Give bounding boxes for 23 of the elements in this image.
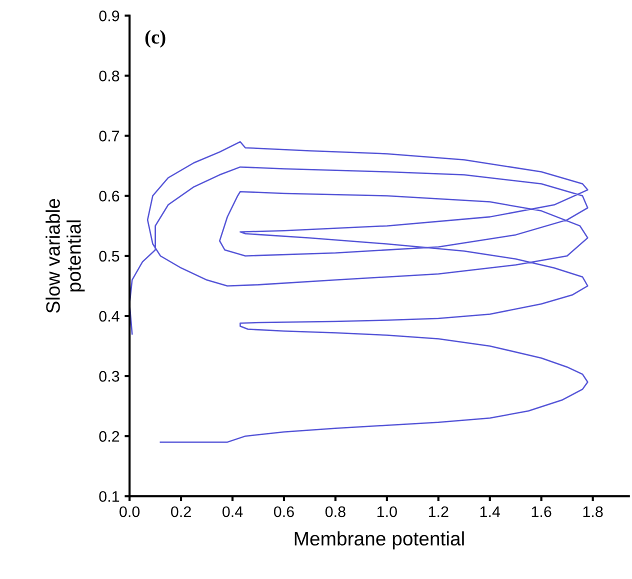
y-tick-label: 0.6: [99, 190, 120, 202]
y-tick-label: 0.5: [99, 250, 120, 262]
x-tick-label: 0.2: [171, 506, 191, 518]
y-tick-label: 0.8: [99, 70, 120, 82]
y-tick-label: 0.2: [99, 431, 120, 442]
y-tick-label: 0.7: [99, 130, 120, 142]
y-tick-label: 0.3: [99, 370, 120, 382]
x-tick-label: 1.0: [377, 506, 397, 518]
x-tick-label: 0.8: [325, 506, 346, 518]
y-tick-label: 0.4: [99, 310, 120, 322]
x-tick-label: 1.8: [583, 506, 603, 518]
x-tick-label: 1.6: [532, 506, 552, 518]
x-tick-label: 1.2: [428, 506, 448, 517]
annotation: (c): [145, 30, 166, 48]
x-axis-title: Membrane potential: [294, 531, 464, 550]
x-tick-label: 0.6: [274, 506, 294, 518]
x-tick-label: 0.0: [120, 506, 140, 518]
x-tick-label: 1.4: [480, 506, 500, 517]
line-series: [130, 141, 588, 443]
x-tick-label: 0.4: [222, 506, 243, 518]
y-tick-label: 0.9: [99, 10, 120, 22]
y-axis-title: Slow variable potential: [46, 198, 85, 313]
y-tick-label: 0.1: [99, 491, 120, 502]
